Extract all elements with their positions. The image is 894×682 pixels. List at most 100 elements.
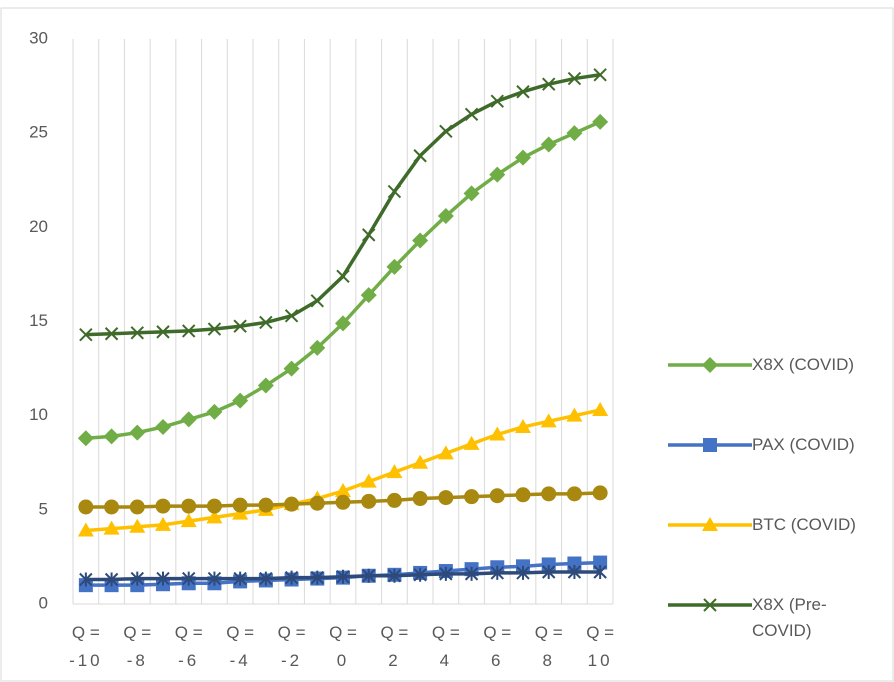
marker <box>283 360 300 377</box>
marker <box>362 568 376 583</box>
x-tick-label: Q = -2 <box>278 623 306 670</box>
marker <box>77 430 94 447</box>
marker <box>103 520 120 535</box>
legend-item: BTC (COVID) <box>668 512 870 538</box>
marker <box>386 492 402 508</box>
marker <box>703 438 717 452</box>
x-tick-label-line: Q = <box>380 623 408 642</box>
legend-item: PAX (COVID) <box>668 432 870 458</box>
marker <box>412 232 429 249</box>
marker <box>592 485 608 501</box>
marker <box>437 208 454 225</box>
x-tick-label-line: Q = <box>123 623 151 642</box>
x-tick-label-line: Q = <box>226 623 254 642</box>
x-tick-label: Q = 2 <box>380 623 408 670</box>
marker <box>387 568 402 583</box>
legend-icon <box>668 357 752 373</box>
marker <box>232 392 249 409</box>
marker <box>412 454 429 469</box>
x-tick-label-line: 2 <box>388 651 400 670</box>
marker <box>515 149 531 166</box>
marker <box>79 572 93 587</box>
marker <box>463 185 480 202</box>
marker <box>592 402 609 417</box>
marker <box>515 487 531 503</box>
marker <box>77 522 94 537</box>
marker <box>284 496 300 512</box>
marker <box>592 113 609 130</box>
marker <box>335 315 351 332</box>
x-tick-label-line: Q = <box>329 623 357 642</box>
marker <box>489 426 506 441</box>
marker <box>233 571 247 586</box>
marker <box>540 136 557 153</box>
y-tick-label: 20 <box>29 217 48 236</box>
x-tick-label-line: 10 <box>588 651 613 670</box>
y-tick-label: 0 <box>39 593 48 612</box>
marker <box>490 565 504 580</box>
marker <box>567 71 582 86</box>
y-tick-label: 15 <box>29 311 48 330</box>
marker <box>362 228 376 242</box>
x-tick-label-line: Q = <box>535 623 563 642</box>
marker <box>335 483 351 497</box>
marker <box>232 497 248 513</box>
series <box>79 68 607 342</box>
marker <box>361 493 377 509</box>
legend-item: X8X (COVID) <box>668 352 870 378</box>
marker <box>703 598 717 612</box>
series <box>79 564 607 587</box>
legend-label: BTC (COVID) <box>752 515 856 534</box>
marker <box>516 85 530 99</box>
marker <box>566 486 582 502</box>
chart-border <box>0 7 894 682</box>
x-tick-label: Q = 0 <box>329 623 357 670</box>
x-tick-label: Q = -10 <box>69 623 103 670</box>
x-tick-label-line: -10 <box>69 651 103 670</box>
y-tick-label: 10 <box>29 405 48 424</box>
marker <box>386 258 403 275</box>
y-tick-label: 30 <box>29 28 48 47</box>
marker <box>489 166 506 183</box>
marker <box>540 413 557 428</box>
x-tick-label-line: Q = <box>72 623 100 642</box>
x-tick-label: Q = 8 <box>535 623 563 670</box>
x-tick-label: Q = 10 <box>586 623 614 670</box>
marker <box>463 435 480 450</box>
marker <box>567 564 582 579</box>
marker <box>413 567 427 582</box>
marker <box>464 566 479 581</box>
marker <box>259 315 273 330</box>
marker <box>155 418 171 435</box>
marker <box>129 518 146 533</box>
marker <box>310 570 324 585</box>
marker <box>309 339 326 356</box>
marker <box>79 327 93 342</box>
x-tick-label-line: -4 <box>230 651 251 670</box>
series <box>78 485 608 515</box>
x-tick-label-line: Q = <box>432 623 460 642</box>
marker <box>439 566 453 581</box>
marker <box>336 569 350 584</box>
x-tick-label-line: 4 <box>440 651 452 670</box>
x-tick-label-line: Q = <box>586 623 614 642</box>
x-tick-label-line: Q = <box>175 623 203 642</box>
marker <box>233 319 247 333</box>
marker <box>156 571 170 586</box>
marker <box>515 418 531 433</box>
marker <box>130 326 144 340</box>
marker <box>180 513 197 528</box>
x-tick-label-line: 0 <box>337 651 349 670</box>
y-tick-label: 5 <box>39 499 48 518</box>
marker <box>130 571 144 586</box>
marker <box>310 294 324 308</box>
marker <box>207 322 222 336</box>
marker <box>258 497 274 513</box>
marker <box>413 149 427 163</box>
marker <box>702 357 718 373</box>
marker <box>206 498 222 514</box>
marker <box>412 491 428 507</box>
marker <box>284 309 299 323</box>
